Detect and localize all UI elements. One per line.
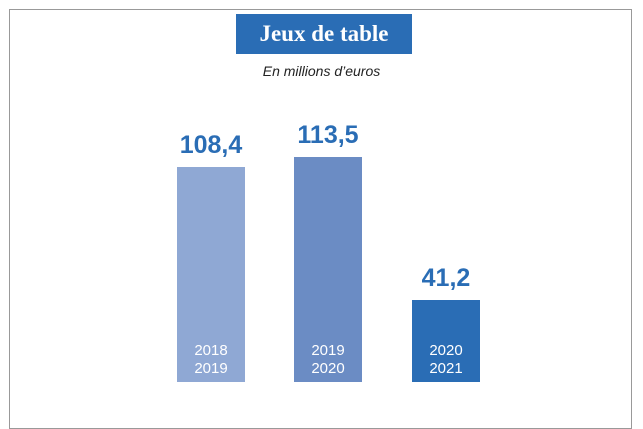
chart-title: Jeux de table — [236, 14, 412, 54]
x-tick-label: 2019 2020 — [311, 342, 345, 377]
x-tick-label: 2018 2019 — [194, 342, 228, 377]
value-label: 113,5 — [297, 121, 359, 150]
value-label: 41,2 — [421, 264, 471, 293]
value-label: 108,4 — [179, 131, 243, 160]
bar — [294, 157, 362, 382]
x-tick-label: 2020 2021 — [429, 342, 463, 377]
bar — [177, 167, 245, 382]
chart-subtitle: En millions d’euros — [262, 63, 381, 79]
bar — [412, 300, 480, 382]
